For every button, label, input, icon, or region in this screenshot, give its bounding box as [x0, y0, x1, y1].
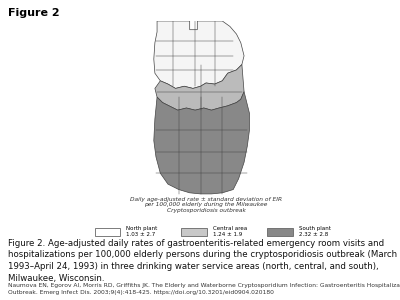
Text: Central area
1.24 ± 1.9: Central area 1.24 ± 1.9: [213, 226, 247, 237]
Text: Figure 2: Figure 2: [8, 8, 60, 17]
Bar: [94, 228, 120, 236]
Polygon shape: [154, 21, 244, 88]
Text: Daily age-adjusted rate ± standard deviation of EIR
per 100,000 elderly during t: Daily age-adjusted rate ± standard devia…: [130, 196, 282, 213]
Bar: [181, 228, 207, 236]
Text: Naumova EN, Egorov AI, Morris RD, Griffiths JK. The Elderly and Waterborne Crypt: Naumova EN, Egorov AI, Morris RD, Griffi…: [8, 284, 400, 295]
Polygon shape: [154, 92, 250, 194]
Bar: [267, 228, 293, 236]
Polygon shape: [155, 64, 244, 110]
Text: South plant
2.32 ± 2.8: South plant 2.32 ± 2.8: [299, 226, 331, 237]
Text: North plant
1.03 ± 2.7: North plant 1.03 ± 2.7: [126, 226, 158, 237]
Text: Figure 2. Age-adjusted daily rates of gastroenteritis-related emergency room vis: Figure 2. Age-adjusted daily rates of ga…: [8, 238, 400, 283]
